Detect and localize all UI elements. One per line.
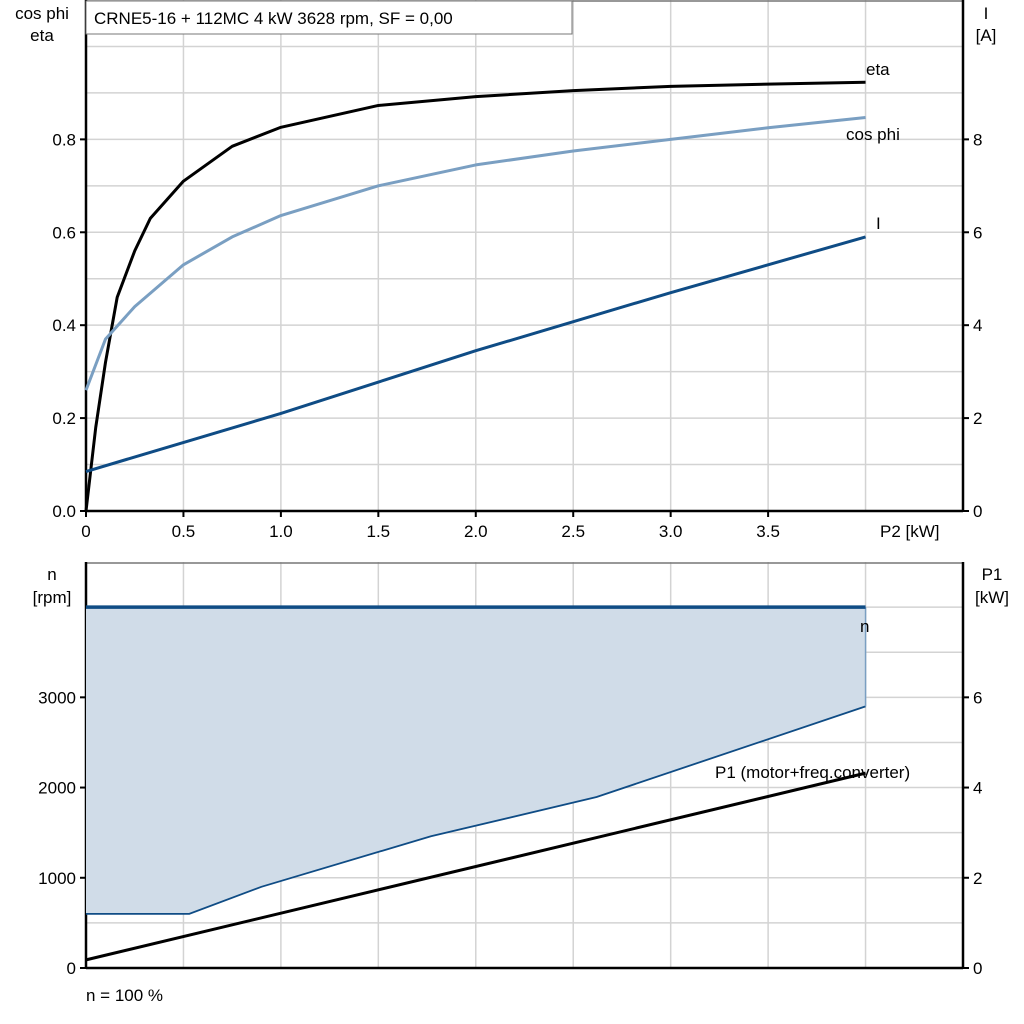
x-tick-label: 0.5 — [172, 522, 196, 541]
p1-curve — [85, 771, 866, 962]
left-tick-label: 0.2 — [52, 409, 76, 428]
bottom-left-axis-label-2: [rpm] — [33, 588, 72, 607]
left-tick-label: 0.4 — [52, 316, 76, 335]
right-tick-label: 8 — [973, 130, 982, 149]
left-tick-label: 0.8 — [52, 130, 76, 149]
cos-phi-curve — [84, 116, 866, 391]
label-eta: eta — [866, 60, 890, 79]
x-tick-label: 1.5 — [367, 522, 391, 541]
left-tick-label: 2000 — [38, 779, 76, 798]
top-right-axis-label-2: [A] — [976, 26, 997, 45]
min-speed-curve — [86, 705, 866, 915]
footer-speed: n = 100 % — [86, 986, 163, 1005]
right-tick-label: 0 — [973, 502, 982, 521]
speed-range-area — [86, 607, 866, 914]
right-tick-label: 2 — [973, 869, 982, 888]
top-grid: 0.0 0.2 0.4 0.6 0.8 0 2 4 6 8 0 0.5 1.0 1.5 2.0 2.5 3.0 3… — [52, 0, 982, 541]
right-tick-label: 0 — [973, 959, 982, 978]
x-tick-label: 3.0 — [659, 522, 683, 541]
top-left-axis-label-2: eta — [30, 26, 54, 45]
left-tick-label: 3000 — [38, 688, 76, 707]
x-tick-label: 3.5 — [756, 522, 780, 541]
bottom-right-axis-label-2: [kW] — [975, 588, 1009, 607]
chart-marks — [84, 80, 867, 962]
title-box — [85, 0, 573, 35]
right-tick-label: 4 — [973, 316, 982, 335]
chart-title: CRNE5-16 + 112MC 4 kW 3628 rpm, SF = 0,0… — [94, 9, 453, 28]
right-tick-label: 2 — [973, 409, 982, 428]
label-current: I — [876, 214, 881, 233]
left-tick-label: 0 — [67, 959, 76, 978]
label-p1: P1 (motor+freq.converter) — [715, 763, 910, 782]
top-left-axis-label-1: cos phi — [15, 4, 69, 23]
x-tick-label: 2.5 — [561, 522, 585, 541]
x-axis-label: P2 [kW] — [880, 522, 940, 541]
bottom-right-axis-label-1: P1 — [982, 565, 1003, 584]
eta-curve — [84, 80, 866, 512]
x-tick-label: 2.0 — [464, 522, 488, 541]
top-right-axis-label-1: I — [984, 4, 989, 23]
left-tick-label: 0.6 — [52, 223, 76, 242]
right-tick-label: 4 — [973, 779, 982, 798]
label-cos-phi: cos phi — [846, 125, 900, 144]
right-tick-label: 6 — [973, 223, 982, 242]
label-n: n — [860, 617, 869, 636]
x-tick-label: 0 — [81, 522, 90, 541]
left-tick-label: 0.0 — [52, 502, 76, 521]
x-tick-label: 1.0 — [269, 522, 293, 541]
current-curve — [85, 235, 866, 473]
bottom-left-axis-label-1: n — [47, 565, 56, 584]
right-tick-label: 6 — [973, 688, 982, 707]
left-tick-label: 1000 — [38, 869, 76, 888]
